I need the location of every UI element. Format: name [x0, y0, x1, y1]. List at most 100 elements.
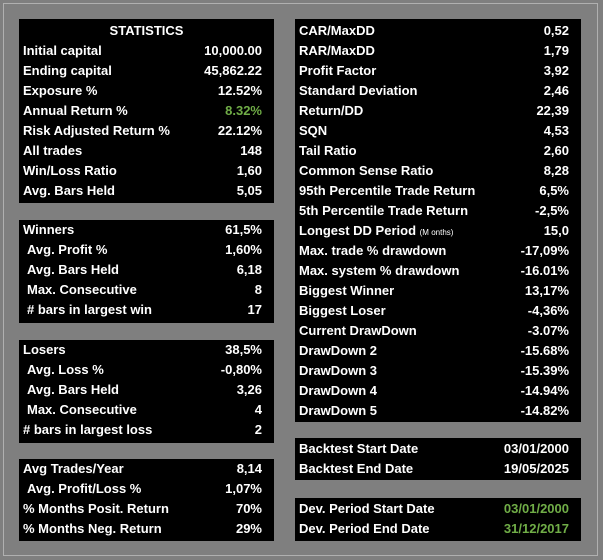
ratio-value: 0,52: [543, 23, 569, 38]
ratio-label: DrawDown 2: [299, 343, 378, 358]
ratio-value: 4,53: [543, 123, 569, 138]
ratio-value: -14.94%: [520, 383, 569, 398]
ratio-row: SQN 4,53: [295, 121, 581, 141]
backtest-panel: Backtest Start Date 03/01/2000 Backtest E…: [295, 438, 581, 480]
ratio-row: Current DrawDown -3.07%: [295, 321, 581, 341]
stat-value: 1,60: [236, 163, 262, 178]
stat-row: All trades 148: [19, 141, 274, 161]
ratio-label: CAR/MaxDD: [299, 23, 375, 38]
dev-period-row: Dev. Period End Date 31/12/2017: [295, 519, 581, 539]
ratio-row: DrawDown 3 -15.39%: [295, 361, 581, 381]
ratio-label: Max. system % drawdown: [299, 263, 460, 278]
trades-year-row: % Months Posit. Return 70%: [19, 499, 274, 519]
losers-value: 2: [254, 422, 262, 437]
trades-year-label: % Months Posit. Return: [23, 501, 169, 516]
ratio-value: -15.39%: [520, 363, 569, 378]
ratio-row: RAR/MaxDD 1,79: [295, 41, 581, 61]
ratio-label: 95th Percentile Trade Return: [299, 183, 476, 198]
winners-label: Winners: [23, 222, 75, 237]
losers-label: Max. Consecutive: [27, 402, 137, 417]
stat-row: Exposure % 12.52%: [19, 81, 274, 101]
ratio-value: -15.68%: [520, 343, 569, 358]
trades-year-value: 70%: [235, 501, 262, 516]
dev-period-value: 31/12/2017: [503, 521, 569, 536]
ratio-row: Profit Factor 3,92: [295, 61, 581, 81]
trades-year-label: Avg Trades/Year: [23, 461, 124, 476]
ratio-label: Common Sense Ratio: [299, 163, 434, 178]
ratio-row: Biggest Winner 13,17%: [295, 281, 581, 301]
ratio-row: Common Sense Ratio 8,28: [295, 161, 581, 181]
stat-row: Avg. Bars Held 5,05: [19, 181, 274, 201]
ratio-value: 3,92: [543, 63, 569, 78]
stat-row: Initial capital 10,000.00: [19, 41, 274, 61]
ratio-value: -4,36%: [527, 303, 569, 318]
ratio-value: -14.82%: [520, 403, 569, 418]
ratio-value: -2,5%: [535, 203, 569, 218]
trades-year-panel: Avg Trades/Year 8,14 Avg. Profit/Loss % 1,…: [19, 459, 274, 541]
trades-year-label: % Months Neg. Return: [23, 521, 162, 536]
stat-value: 5,05: [236, 183, 262, 198]
backtest-value: 03/01/2000: [503, 441, 569, 456]
ratio-row: Biggest Loser -4,36%: [295, 301, 581, 321]
stat-row: Win/Loss Ratio 1,60: [19, 161, 274, 181]
ratio-value: 6,5%: [539, 183, 569, 198]
winners-value: 1,60%: [225, 242, 262, 257]
ratio-label: Tail Ratio: [299, 143, 357, 158]
ratio-row: DrawDown 5 -14.82%: [295, 401, 581, 421]
dev-period-label: Dev. Period Start Date: [299, 501, 435, 516]
stat-label: Risk Adjusted Return %: [23, 123, 170, 138]
stat-row: Ending capital 45,862.22: [19, 61, 274, 81]
winners-row: Max. Consecutive 8: [19, 280, 274, 300]
winners-value: 17: [247, 302, 262, 317]
statistics-title: STATISTICS: [109, 23, 184, 38]
trades-year-label: Avg. Profit/Loss %: [27, 481, 142, 496]
trades-year-value: 8,14: [236, 461, 262, 476]
ratio-value: 13,17%: [524, 283, 569, 298]
ratio-row: CAR/MaxDD 0,52: [295, 21, 581, 41]
ratio-value: -3.07%: [527, 323, 569, 338]
winners-panel: Winners 61,5% Avg. Profit % 1,60% Avg. Bar…: [19, 220, 274, 323]
ratio-label: RAR/MaxDD: [299, 43, 375, 58]
losers-label: # bars in largest loss: [23, 422, 153, 437]
ratio-label: Longest DD Period: [299, 223, 417, 238]
ratio-row: Standard Deviation 2,46: [295, 81, 581, 101]
ratio-row: Return/DD 22,39: [295, 101, 581, 121]
ratio-label: 5th Percentile Trade Return: [299, 203, 469, 218]
losers-row: Losers 38,5%: [19, 340, 274, 360]
winners-value: 8: [254, 282, 262, 297]
winners-value: 6,18: [236, 262, 262, 277]
stat-label: Avg. Bars Held: [23, 183, 115, 198]
losers-value: 4: [254, 402, 262, 417]
ratio-label: Biggest Loser: [299, 303, 386, 318]
ratio-value: 1,79: [543, 43, 569, 58]
stat-row: Risk Adjusted Return % 22.12%: [19, 121, 274, 141]
ratio-value: 22,39: [536, 103, 569, 118]
dev-period-label: Dev. Period End Date: [299, 521, 430, 536]
losers-label: Losers: [23, 342, 66, 357]
trades-year-value: 29%: [235, 521, 262, 536]
stat-label: Win/Loss Ratio: [23, 163, 117, 178]
ratio-row: DrawDown 2 -15.68%: [295, 341, 581, 361]
losers-label: Avg. Loss %: [27, 362, 104, 377]
winners-label: # bars in largest win: [27, 302, 152, 317]
losers-label: Avg. Bars Held: [27, 382, 119, 397]
backtest-row: Backtest Start Date 03/01/2000: [295, 439, 581, 459]
ratio-label: Current DrawDown: [299, 323, 417, 338]
winners-row: Avg. Bars Held 6,18: [19, 260, 274, 280]
ratio-value: 2,46: [543, 83, 569, 98]
ratio-row: Max. system % drawdown -16.01%: [295, 261, 581, 281]
ratio-value: -16.01%: [520, 263, 569, 278]
ratio-label: Biggest Winner: [299, 283, 395, 298]
backtest-row: Backtest End Date 19/05/2025: [295, 459, 581, 479]
winners-value: 61,5%: [225, 222, 262, 237]
ratio-value: 2,60: [543, 143, 569, 158]
stat-label: Initial capital: [23, 43, 102, 58]
ratio-label: Profit Factor: [299, 63, 377, 78]
ratio-label: Max. trade % drawdown: [299, 243, 447, 258]
losers-row: Max. Consecutive 4: [19, 400, 274, 420]
ratio-value: 15,0: [543, 223, 569, 238]
stat-value: 148: [240, 143, 262, 158]
ratios-panel: CAR/MaxDD 0,52 RAR/MaxDD 1,79 Profit Facto…: [295, 19, 581, 422]
stat-value: 22.12%: [217, 123, 262, 138]
losers-value: -0,80%: [220, 362, 262, 377]
